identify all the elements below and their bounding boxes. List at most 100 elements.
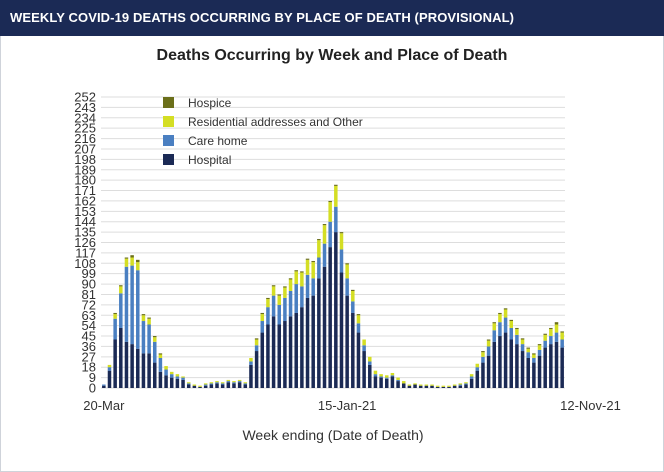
bar-segment[interactable] [294, 284, 298, 313]
bar-segment[interactable] [509, 339, 513, 389]
bar-segment[interactable] [532, 357, 536, 363]
bar-segment[interactable] [119, 293, 123, 328]
bar-segment[interactable] [492, 323, 497, 331]
bar-segment[interactable] [328, 247, 332, 388]
bar-segment[interactable] [113, 312, 117, 315]
bar-segment[interactable] [385, 377, 389, 379]
bar-segment[interactable] [305, 274, 310, 298]
bar-segment[interactable] [113, 318, 117, 340]
bar-segment[interactable] [401, 383, 406, 388]
bar-segment[interactable] [232, 382, 236, 384]
bar-segment[interactable] [447, 385, 451, 387]
bar-segment[interactable] [543, 347, 547, 388]
bar-segment[interactable] [469, 378, 474, 388]
bar-segment[interactable] [147, 353, 151, 388]
bar-segment[interactable] [486, 339, 491, 341]
bar-segment[interactable] [373, 376, 378, 388]
bar-segment[interactable] [458, 385, 463, 388]
bar-segment[interactable] [452, 384, 457, 386]
bar-segment[interactable] [288, 278, 293, 280]
bar-segment[interactable] [215, 382, 219, 384]
bar-segment[interactable] [107, 364, 112, 368]
bar-segment[interactable] [469, 374, 474, 377]
bar-segment[interactable] [226, 381, 231, 383]
bar-segment[interactable] [520, 344, 525, 352]
bar-segment[interactable] [464, 383, 468, 385]
bar-segment[interactable] [413, 384, 417, 388]
bar-segment[interactable] [345, 278, 349, 296]
bar-segment[interactable] [266, 297, 270, 300]
bar-segment[interactable] [430, 385, 434, 388]
bar-segment[interactable] [220, 384, 225, 388]
bar-segment[interactable] [266, 324, 270, 388]
bar-segment[interactable] [215, 381, 219, 383]
bar-segment[interactable] [486, 355, 491, 388]
bar-segment[interactable] [164, 369, 168, 376]
bar-segment[interactable] [537, 355, 542, 388]
bar-segment[interactable] [153, 336, 157, 338]
bar-segment[interactable] [153, 337, 157, 342]
bar-segment[interactable] [486, 340, 491, 347]
bar-segment[interactable] [509, 319, 513, 322]
bar-segment[interactable] [198, 386, 202, 388]
bar-segment[interactable] [339, 272, 344, 388]
bar-segment[interactable] [237, 381, 242, 383]
bar-segment[interactable] [554, 332, 559, 342]
bar-segment[interactable] [317, 257, 321, 279]
bar-segment[interactable] [345, 295, 349, 388]
bar-segment[interactable] [317, 278, 321, 388]
bar-segment[interactable] [503, 309, 508, 318]
bar-segment[interactable] [396, 381, 400, 388]
bar-segment[interactable] [390, 375, 395, 377]
bar-segment[interactable] [362, 339, 366, 346]
bar-segment[interactable] [226, 379, 231, 382]
bar-segment[interactable] [362, 351, 366, 388]
bar-segment[interactable] [526, 352, 530, 358]
bar-segment[interactable] [107, 367, 112, 371]
bar-segment[interactable] [283, 287, 287, 298]
bar-segment[interactable] [339, 249, 344, 273]
bar-segment[interactable] [481, 352, 485, 357]
bar-segment[interactable] [203, 385, 208, 388]
bar-segment[interactable] [509, 327, 513, 340]
bar-segment[interactable] [396, 379, 400, 382]
bar-segment[interactable] [215, 383, 219, 388]
bar-segment[interactable] [520, 338, 525, 340]
bar-segment[interactable] [503, 308, 508, 310]
bar-segment[interactable] [283, 321, 287, 388]
bar-segment[interactable] [498, 314, 502, 323]
bar-segment[interactable] [554, 322, 559, 325]
bar-segment[interactable] [464, 382, 468, 384]
bar-segment[interactable] [322, 224, 327, 226]
bar-segment[interactable] [441, 385, 446, 387]
bar-segment[interactable] [560, 347, 564, 388]
bar-segment[interactable] [390, 372, 395, 376]
bar-segment[interactable] [300, 271, 304, 273]
bar-segment[interactable] [503, 317, 508, 333]
bar-segment[interactable] [243, 383, 248, 385]
bar-segment[interactable] [271, 316, 276, 388]
bar-segment[interactable] [560, 332, 564, 340]
bar-segment[interactable] [158, 357, 163, 372]
bar-segment[interactable] [249, 364, 253, 388]
bar-segment[interactable] [311, 295, 315, 388]
bar-segment[interactable] [441, 386, 446, 388]
bar-segment[interactable] [385, 375, 389, 378]
bar-segment[interactable] [322, 266, 327, 388]
bar-segment[interactable] [430, 384, 434, 386]
bar-segment[interactable] [141, 314, 146, 316]
bar-segment[interactable] [147, 318, 151, 325]
bar-segment[interactable] [447, 386, 451, 388]
bar-segment[interactable] [475, 367, 480, 371]
bar-segment[interactable] [469, 376, 474, 379]
bar-segment[interactable] [192, 384, 197, 386]
bar-segment[interactable] [368, 356, 372, 362]
bar-segment[interactable] [385, 378, 389, 388]
bar-segment[interactable] [164, 366, 168, 370]
bar-segment[interactable] [277, 294, 281, 296]
bar-segment[interactable] [396, 377, 400, 380]
bar-segment[interactable] [351, 312, 355, 388]
bar-segment[interactable] [271, 285, 276, 287]
bar-segment[interactable] [232, 383, 236, 388]
bar-segment[interactable] [532, 354, 536, 358]
